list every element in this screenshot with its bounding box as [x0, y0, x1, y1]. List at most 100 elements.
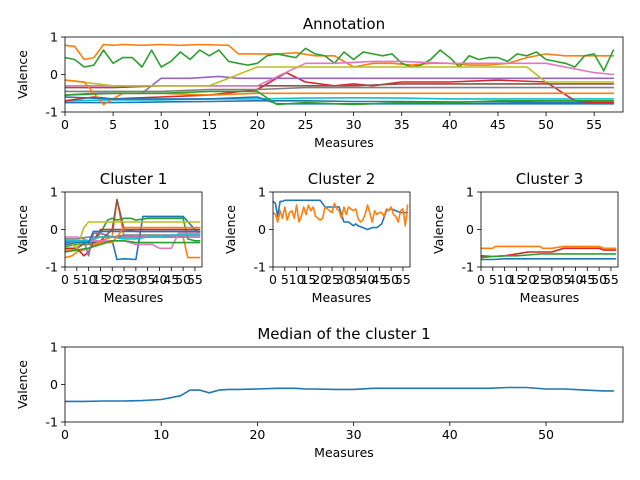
y-tick-label: 0 — [50, 222, 58, 237]
series-line-8 — [65, 86, 615, 93]
x-tick-label: 40 — [442, 427, 458, 442]
series-line-12 — [65, 240, 201, 253]
x-tick-label: 35 — [394, 117, 410, 132]
y-tick-label: 0 — [466, 222, 474, 237]
x-tick-label: 25 — [532, 272, 548, 287]
x-tick-label: 50 — [175, 272, 191, 287]
x-tick-label: 20 — [520, 272, 536, 287]
x-tick-label: 10 — [497, 272, 513, 287]
chart-title: Median of the cluster 1 — [257, 325, 430, 343]
x-axis-label: Measures — [314, 135, 374, 150]
x-axis-label: Measures — [312, 290, 372, 305]
axes-frame — [272, 191, 411, 268]
y-axis-label: Valence — [15, 360, 30, 409]
x-tick-label: 55 — [603, 272, 619, 287]
series-line-1 — [65, 47, 615, 72]
x-tick-label: 55 — [187, 272, 203, 287]
y-axis-label: Valence — [15, 50, 30, 99]
series-line-3 — [65, 97, 615, 102]
x-tick-label: 25 — [298, 117, 314, 132]
x-tick-label: 5 — [489, 272, 497, 287]
series-group — [65, 198, 201, 261]
x-tick-label: 10 — [81, 272, 97, 287]
x-tick-label: 20 — [249, 427, 265, 442]
y-tick-label: -1 — [462, 260, 474, 275]
x-tick-label: 0 — [477, 272, 485, 287]
x-tick-label: 55 — [395, 272, 411, 287]
series-group — [481, 245, 617, 261]
x-tick-label: 0 — [61, 272, 69, 287]
x-tick-label: 25 — [324, 272, 340, 287]
y-tick-label: -1 — [46, 260, 58, 275]
x-tick-label: 20 — [104, 272, 120, 287]
chart-title: Annotation — [303, 15, 385, 33]
y-tick-label: 1 — [50, 185, 58, 200]
series-line-1 — [273, 202, 409, 227]
y-tick-label: 1 — [258, 185, 266, 200]
axes-frame — [64, 346, 624, 423]
series-group — [65, 386, 615, 403]
y-tick-label: 1 — [466, 185, 474, 200]
y-axis-label: Valence — [223, 205, 238, 254]
x-tick-label: 40 — [360, 272, 376, 287]
series-line-3 — [481, 257, 617, 261]
x-tick-label: 50 — [591, 272, 607, 287]
x-tick-label: 0 — [269, 272, 277, 287]
x-tick-label: 50 — [538, 117, 554, 132]
x-tick-label: 50 — [538, 427, 554, 442]
series-line-0 — [481, 245, 617, 250]
y-tick-label: -1 — [46, 415, 58, 430]
series-line-9 — [65, 66, 615, 87]
y-tick-label: 1 — [50, 340, 58, 355]
x-axis-label: Measures — [520, 290, 580, 305]
x-tick-label: 40 — [152, 272, 168, 287]
series-group — [273, 199, 409, 231]
x-axis-label: Measures — [314, 445, 374, 460]
x-axis-label: Measures — [104, 290, 164, 305]
x-tick-label: 45 — [163, 272, 179, 287]
x-tick-label: 45 — [579, 272, 595, 287]
series-line-2 — [65, 100, 615, 104]
x-tick-label: 35 — [140, 272, 156, 287]
x-tick-label: 30 — [128, 272, 144, 287]
y-tick-label: 0 — [50, 67, 58, 82]
series-line-2 — [481, 253, 617, 259]
x-tick-label: 35 — [556, 272, 572, 287]
subplot-0: 0 5 10 15 20 25 30 35 40 45 50 55-101AnnotationMeas… — [15, 15, 624, 150]
x-tick-label: 25 — [116, 272, 132, 287]
x-tick-label: 30 — [346, 427, 362, 442]
y-axis-label: Valence — [15, 205, 30, 254]
series-line-10 — [65, 230, 201, 246]
chart-title: Cluster 3 — [516, 170, 584, 188]
y-tick-label: 0 — [50, 377, 58, 392]
x-tick-label: 55 — [586, 117, 602, 132]
series-line-10 — [65, 79, 615, 106]
x-tick-label: 10 — [289, 272, 305, 287]
x-tick-label: 10 — [153, 427, 169, 442]
x-tick-label: 40 — [442, 117, 458, 132]
x-tick-label: 20 — [312, 272, 328, 287]
x-tick-label: 30 — [544, 272, 560, 287]
chart-title: Cluster 2 — [308, 170, 376, 188]
y-tick-label: -1 — [254, 260, 266, 275]
x-tick-label: 15 — [508, 272, 524, 287]
x-tick-label: 5 — [109, 117, 117, 132]
x-tick-label: 20 — [249, 117, 265, 132]
x-tick-label: 45 — [490, 117, 506, 132]
x-tick-label: 15 — [300, 272, 316, 287]
x-tick-label: 15 — [201, 117, 217, 132]
x-tick-label: 50 — [383, 272, 399, 287]
series-line-8 — [65, 221, 201, 250]
x-tick-label: 5 — [281, 272, 289, 287]
series-line-12 — [65, 90, 615, 106]
x-tick-label: 35 — [348, 272, 364, 287]
x-tick-label: 0 — [61, 117, 69, 132]
series-line-4 — [65, 232, 201, 257]
series-line-0 — [65, 386, 615, 403]
series-line-4 — [65, 71, 615, 104]
series-line-5 — [65, 75, 615, 96]
series-group — [65, 43, 615, 106]
